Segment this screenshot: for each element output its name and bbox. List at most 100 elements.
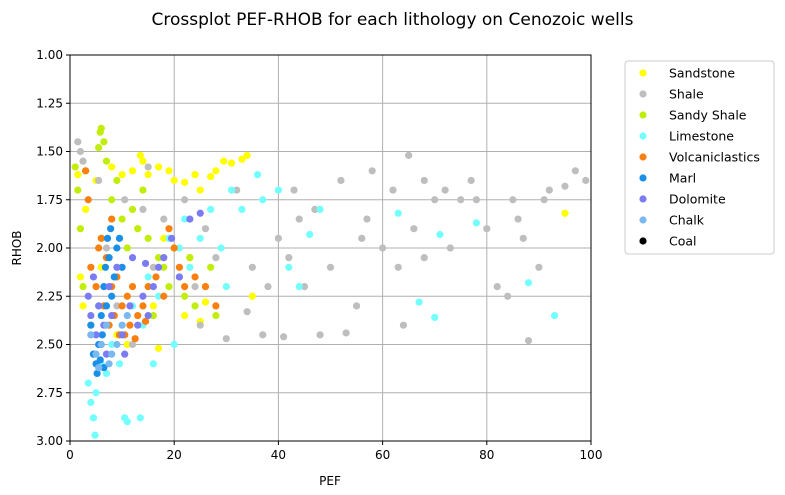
data-point (389, 186, 397, 194)
data-point (128, 340, 137, 349)
data-point (141, 317, 150, 325)
data-points (71, 124, 590, 439)
data-point (100, 364, 108, 372)
data-point (274, 234, 282, 242)
data-point (201, 298, 210, 306)
data-point (196, 186, 204, 194)
data-point (431, 313, 439, 322)
data-point (181, 196, 189, 204)
x-tick-label: 0 (66, 448, 74, 462)
legend-marker (639, 216, 647, 224)
data-point (144, 234, 152, 242)
data-point (144, 273, 152, 281)
legend-label: Marl (669, 171, 696, 186)
data-point (243, 151, 251, 159)
data-point (76, 147, 85, 156)
data-point (110, 273, 118, 281)
data-point (76, 273, 85, 281)
data-point (285, 263, 293, 271)
data-point (212, 254, 220, 262)
data-point (87, 398, 95, 406)
data-point (160, 263, 168, 271)
legend-item: Coal (639, 234, 697, 249)
data-point (102, 321, 111, 329)
data-point (227, 186, 236, 194)
data-point (405, 151, 413, 159)
data-point (87, 311, 95, 320)
data-point (295, 215, 303, 223)
data-point (144, 171, 152, 179)
legend-label: Sandy Shale (669, 108, 747, 123)
data-point (181, 215, 189, 223)
data-point (483, 225, 491, 233)
data-point (108, 311, 116, 320)
data-point (128, 205, 137, 213)
data-point (207, 205, 215, 213)
x-axis: 0 20 40 60 80 100 (66, 441, 602, 462)
data-point (181, 292, 189, 300)
data-point (97, 234, 105, 242)
data-point (118, 331, 126, 339)
data-point (248, 292, 256, 300)
y-tick-label: 2.25 (36, 289, 63, 303)
data-point (212, 311, 220, 320)
data-point (141, 259, 150, 268)
data-point (92, 350, 100, 358)
data-point (186, 263, 194, 271)
data-point (107, 225, 115, 233)
legend-item: Chalk (639, 213, 705, 228)
legend-marker (639, 195, 647, 203)
data-point (71, 163, 79, 171)
data-point (399, 321, 408, 329)
data-point (113, 302, 121, 310)
data-point (222, 335, 230, 343)
data-point (446, 244, 454, 252)
data-point (358, 234, 366, 242)
y-tick-label: 2.00 (36, 241, 63, 255)
series-chalk (87, 311, 131, 372)
data-point (316, 331, 324, 339)
data-point (121, 350, 129, 358)
data-point (394, 263, 402, 271)
data-point (472, 196, 480, 204)
data-point (95, 176, 103, 185)
legend-marker (639, 174, 647, 182)
data-point (102, 369, 111, 378)
data-point (96, 356, 104, 364)
data-point (410, 225, 418, 233)
series-marl (87, 225, 126, 378)
x-tick-label: 20 (167, 448, 182, 462)
data-point (91, 431, 99, 439)
data-point (89, 414, 98, 422)
data-point (316, 205, 324, 213)
data-point (123, 340, 131, 349)
data-point (134, 225, 142, 233)
data-point (79, 283, 87, 291)
data-point (514, 215, 522, 223)
data-point (139, 205, 147, 213)
data-point (342, 329, 350, 337)
data-point (160, 292, 168, 300)
data-point (337, 176, 345, 185)
y-tick-label: 1.75 (36, 193, 63, 207)
legend-marker (639, 132, 647, 140)
data-point (128, 167, 137, 175)
data-point (115, 234, 124, 242)
data-point (74, 138, 82, 146)
data-point (149, 263, 157, 271)
y-tick-label: 2.50 (36, 338, 63, 352)
legend-label: Sandstone (669, 66, 735, 81)
data-point (123, 244, 131, 252)
data-point (160, 254, 168, 262)
data-point (290, 186, 298, 194)
data-point (123, 418, 131, 426)
data-point (311, 205, 319, 213)
data-point (524, 279, 533, 287)
data-point (136, 151, 144, 159)
data-point (108, 340, 116, 349)
grid (69, 54, 592, 442)
data-point (167, 234, 176, 242)
data-point (550, 311, 559, 320)
data-point (149, 311, 157, 320)
data-point (74, 171, 82, 179)
